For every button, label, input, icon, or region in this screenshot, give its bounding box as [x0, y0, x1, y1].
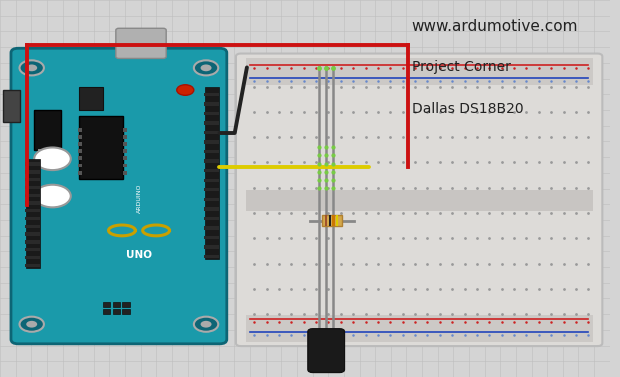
FancyBboxPatch shape [236, 54, 603, 346]
Text: www.ardumotive.com: www.ardumotive.com [412, 19, 578, 34]
Bar [113, 309, 120, 314]
Bar [25, 170, 40, 173]
Bar [123, 171, 127, 175]
Circle shape [19, 317, 44, 332]
Bar [123, 128, 127, 132]
Bar [123, 156, 127, 160]
Bar [48, 149, 52, 157]
Bar [204, 217, 219, 220]
Bar [79, 116, 123, 179]
Bar [122, 309, 130, 314]
Bar [204, 198, 219, 201]
Bar [204, 236, 219, 239]
Bar [25, 240, 40, 244]
Bar [122, 302, 130, 307]
Bar [113, 302, 120, 307]
Bar [25, 264, 40, 267]
Bar [25, 248, 40, 251]
Bar [78, 164, 82, 167]
FancyBboxPatch shape [116, 28, 166, 58]
Bar [204, 245, 219, 249]
Bar [3, 90, 20, 121]
Bar [204, 102, 219, 106]
Bar [204, 226, 219, 230]
Bar [331, 334, 345, 368]
Bar [25, 209, 40, 213]
Bar [78, 149, 82, 153]
Bar [25, 162, 40, 166]
Circle shape [194, 317, 218, 332]
Circle shape [34, 185, 71, 207]
Bar [329, 215, 331, 226]
Circle shape [201, 321, 211, 328]
Bar [336, 215, 339, 226]
Bar [123, 142, 127, 146]
Bar [204, 255, 219, 258]
Bar [204, 188, 219, 192]
Bar [25, 178, 40, 181]
Text: Project Corner: Project Corner [412, 60, 510, 74]
Bar [38, 149, 43, 157]
Bar [204, 140, 219, 144]
Bar [332, 215, 335, 226]
Bar [56, 149, 61, 157]
Bar [25, 201, 40, 205]
Circle shape [194, 60, 218, 75]
Bar [246, 315, 593, 342]
Bar [103, 309, 110, 314]
Bar [25, 186, 40, 189]
Bar [25, 256, 40, 259]
Bar [204, 169, 219, 172]
Bar [246, 58, 593, 85]
Circle shape [177, 85, 194, 95]
Bar [204, 179, 219, 182]
Bar [204, 150, 219, 153]
Bar [34, 110, 61, 150]
Bar [123, 135, 127, 139]
Text: UNO: UNO [126, 250, 152, 260]
Bar [204, 93, 219, 96]
Bar [205, 87, 219, 259]
Bar [78, 142, 82, 146]
Bar [322, 215, 342, 226]
Circle shape [26, 321, 37, 328]
Circle shape [34, 147, 71, 170]
Bar [78, 128, 82, 132]
Circle shape [201, 64, 211, 71]
Bar [25, 225, 40, 228]
Bar [78, 171, 82, 175]
Bar [25, 217, 40, 220]
Bar [325, 215, 327, 226]
Bar [246, 190, 593, 211]
Bar [25, 232, 40, 236]
Text: Dallas DS18B20: Dallas DS18B20 [412, 102, 523, 116]
Bar [123, 164, 127, 167]
Bar [204, 131, 219, 134]
Bar [26, 159, 40, 268]
Circle shape [26, 64, 37, 71]
Circle shape [19, 60, 44, 75]
Bar [78, 135, 82, 139]
Bar [204, 121, 219, 125]
Bar [103, 302, 110, 307]
Bar [78, 156, 82, 160]
FancyBboxPatch shape [308, 329, 345, 372]
Bar [123, 149, 127, 153]
Text: ARDUINO: ARDUINO [136, 184, 141, 213]
Bar [25, 193, 40, 197]
Bar [79, 87, 103, 110]
Bar [204, 112, 219, 115]
FancyBboxPatch shape [11, 48, 227, 344]
Bar [204, 207, 219, 211]
Bar [204, 159, 219, 163]
